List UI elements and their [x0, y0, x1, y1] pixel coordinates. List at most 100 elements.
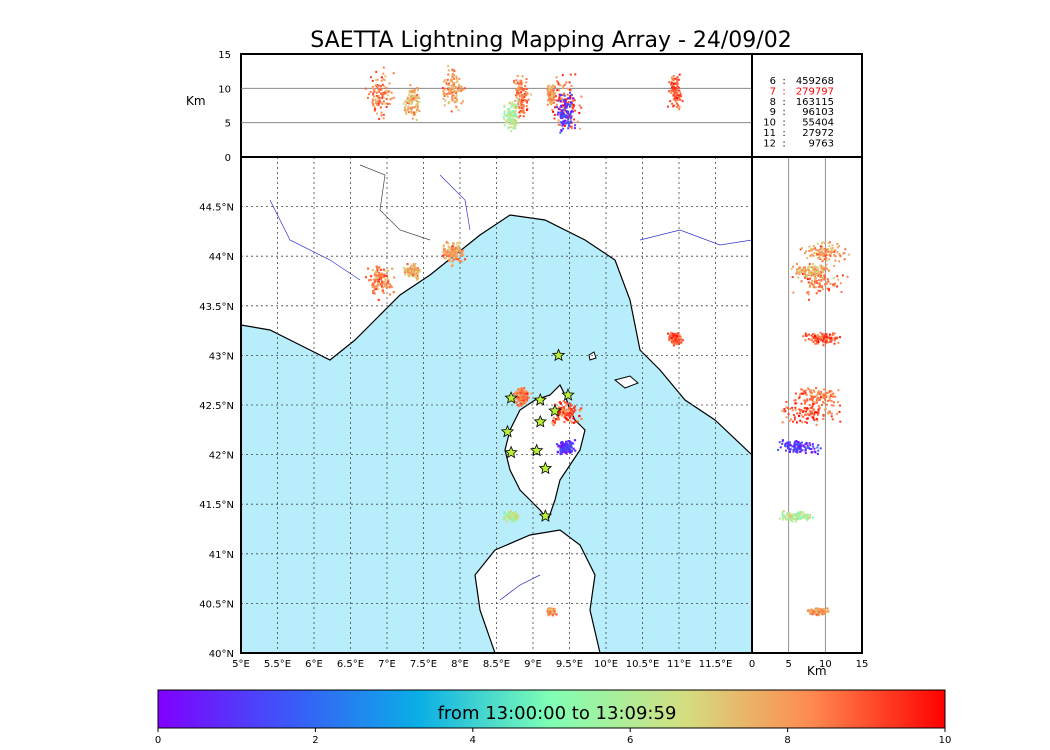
lightning-altitude-point — [513, 127, 516, 130]
lightning-source-point — [569, 451, 572, 454]
lightning-altitude-point — [514, 107, 517, 110]
lightning-altitude-point — [555, 76, 558, 79]
lightning-source-point — [450, 252, 453, 255]
right-axis-label: Km — [807, 664, 827, 678]
lightning-altitude-point — [410, 95, 413, 98]
lightning-latitude-point — [810, 611, 813, 614]
lightning-source-point — [441, 254, 445, 257]
lightning-altitude-point — [510, 130, 513, 133]
lightning-source-point — [451, 245, 454, 248]
lightning-source-point — [446, 249, 449, 252]
lightning-latitude-point — [814, 342, 817, 345]
lightning-altitude-point — [570, 111, 573, 114]
lightning-source-point — [574, 449, 577, 452]
lightning-source-point — [560, 409, 564, 413]
lightning-source-point — [406, 263, 409, 266]
lightning-source-point — [566, 408, 570, 412]
lightning-latitude-point — [822, 417, 825, 420]
lightning-altitude-point — [569, 94, 572, 97]
lightning-altitude-point — [568, 103, 571, 106]
lightning-latitude-point — [809, 270, 812, 273]
lightning-altitude-point — [382, 66, 385, 69]
lightning-latitude-point — [809, 513, 812, 516]
lightning-altitude-point — [548, 95, 551, 98]
lightning-source-point — [508, 516, 511, 519]
lightning-latitude-point — [800, 280, 803, 283]
lightning-latitude-point — [828, 258, 831, 261]
right-tick-label: 15 — [856, 659, 869, 670]
lightning-latitude-point — [781, 516, 784, 519]
lightning-latitude-point — [812, 516, 815, 519]
lightning-source-point — [552, 423, 555, 427]
lightning-latitude-point — [803, 274, 806, 277]
lightning-source-point — [555, 613, 558, 616]
lightning-altitude-point — [413, 111, 416, 114]
lightning-latitude-point — [824, 398, 827, 401]
lightning-latitude-point — [811, 248, 814, 251]
lightning-altitude-point — [579, 127, 582, 130]
lightning-source-point — [507, 511, 510, 514]
latitude-tick-label: 43°N — [209, 351, 234, 362]
lightning-latitude-point — [807, 515, 810, 518]
lightning-altitude-point — [410, 106, 413, 109]
lightning-latitude-point — [813, 447, 816, 450]
lightning-altitude-point — [412, 106, 415, 109]
lightning-source-point — [388, 293, 392, 296]
lightning-latitude-point — [793, 418, 796, 421]
lightning-altitude-point — [519, 109, 522, 112]
lightning-latitude-point — [827, 412, 830, 415]
lightning-altitude-point — [548, 93, 551, 96]
lightning-latitude-point — [819, 290, 822, 293]
altitude-tick-label: 15 — [218, 50, 231, 61]
lightning-latitude-point — [792, 450, 795, 453]
lightning-latitude-point — [822, 338, 825, 341]
lightning-latitude-point — [836, 275, 839, 278]
lightning-altitude-point — [404, 104, 407, 107]
river-line — [269, 199, 361, 281]
lightning-latitude-point — [797, 441, 800, 444]
lightning-latitude-point — [848, 253, 851, 256]
lightning-source-point — [574, 420, 577, 423]
station-count-stations: 8 — [770, 97, 776, 108]
lightning-latitude-point — [829, 339, 832, 342]
lightning-latitude-point — [826, 251, 829, 254]
lightning-source-point — [380, 272, 383, 276]
lightning-latitude-point — [824, 611, 827, 614]
lightning-latitude-point — [825, 333, 828, 336]
lightning-source-point — [456, 245, 459, 248]
lightning-latitude-point — [809, 284, 812, 287]
lightning-altitude-point — [378, 97, 381, 100]
lightning-latitude-point — [811, 283, 814, 286]
lightning-latitude-point — [790, 514, 793, 517]
lightning-altitude-point — [521, 111, 524, 114]
lightning-altitude-point — [672, 75, 675, 78]
lightning-source-point — [376, 287, 379, 290]
latitude-tick-label: 41.5°N — [199, 500, 234, 511]
lightning-source-point — [386, 281, 390, 284]
lightning-altitude-point — [676, 89, 679, 92]
lightning-latitude-point — [806, 268, 809, 271]
lightning-latitude-point — [800, 388, 803, 391]
lightning-latitude-point — [813, 335, 816, 338]
lightning-altitude-point — [455, 81, 458, 84]
lightning-altitude-point — [444, 94, 447, 97]
lightning-altitude-point — [451, 72, 454, 75]
lightning-source-point — [574, 409, 577, 412]
lightning-altitude-point — [382, 96, 385, 99]
lightning-altitude-point — [560, 104, 563, 107]
lightning-altitude-point — [378, 117, 381, 120]
latitude-tick-label: 43.5°N — [199, 302, 234, 313]
lightning-source-point — [504, 514, 507, 517]
lightning-latitude-point — [815, 608, 818, 611]
lightning-source-point — [380, 283, 383, 286]
lightning-altitude-point — [385, 102, 388, 105]
lightning-altitude-point — [525, 105, 528, 108]
lightning-source-point — [517, 405, 520, 408]
lightning-altitude-point — [414, 95, 417, 98]
lightning-source-point — [417, 270, 420, 274]
lightning-latitude-point — [809, 271, 812, 274]
lightning-altitude-point — [669, 100, 672, 103]
lightning-latitude-point — [822, 414, 825, 417]
lightning-altitude-point — [517, 105, 520, 108]
lightning-latitude-point — [813, 612, 816, 615]
